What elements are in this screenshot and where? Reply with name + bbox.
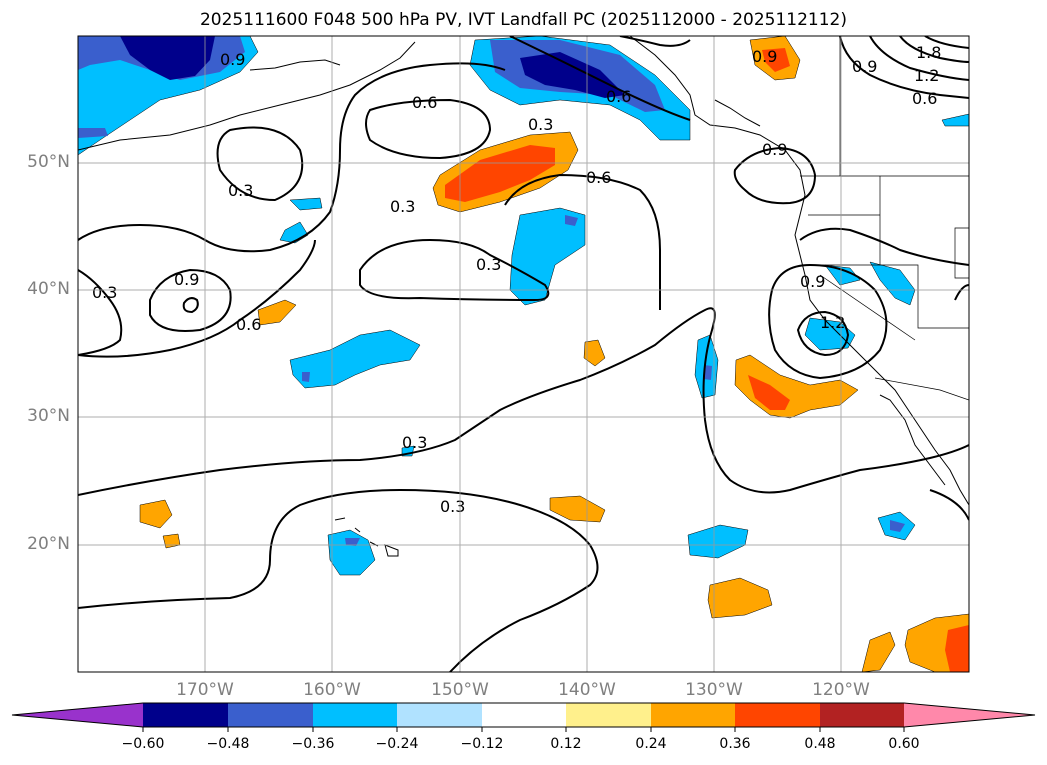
- lon-tick-label: 150°W: [431, 680, 489, 700]
- contour-label: 1.2: [820, 313, 845, 332]
- lon-tick-label: 120°W: [812, 680, 870, 700]
- contour-labels: 0.9 0.6 0.9 0.3 0.6 1.8 1.2 0.9 0.6 0.3 …: [174, 43, 941, 516]
- colorbar-label: 0.12: [550, 736, 582, 752]
- lat-tick-label: 50°N: [27, 152, 70, 172]
- lat-tick-label: 30°N: [27, 406, 70, 426]
- contour-label: 0.6: [412, 93, 437, 112]
- colorbar-label: −0.12: [460, 736, 504, 752]
- contour-label: 0.9: [852, 57, 877, 76]
- colorbar: [11, 702, 1036, 732]
- colorbar-label: −0.24: [375, 736, 419, 752]
- contour-label: 0.3: [402, 433, 427, 452]
- contour-label: 0.6: [912, 89, 937, 108]
- contour-label: 0.3: [440, 497, 465, 516]
- colorbar-extend-high: [904, 703, 1035, 727]
- contour-label: 0.3: [390, 197, 415, 216]
- contour-label: 0.9: [752, 47, 777, 66]
- contour-label: 0.9: [220, 50, 245, 69]
- positive-anomaly-shading: [139, 36, 969, 672]
- lon-tick-label: 160°W: [303, 680, 361, 700]
- colorbar-label: 0.48: [804, 736, 836, 752]
- colorbar-label: 0.36: [719, 736, 751, 752]
- contour-label: 0.3: [92, 283, 117, 302]
- contour-label: 0.6: [586, 168, 611, 187]
- contour-label: 0.6: [236, 315, 261, 334]
- lat-tick-label: 20°N: [27, 534, 70, 554]
- lat-tick-label: 40°N: [27, 279, 70, 299]
- lon-tick-label: 140°W: [558, 680, 616, 700]
- contour-label: 0.6: [606, 87, 631, 106]
- map-title: 2025111600 F048 500 hPa PV, IVT Landfall…: [199, 10, 847, 30]
- colorbar-label: 0.60: [888, 736, 920, 752]
- map-frame: [77, 35, 970, 673]
- political-borders: [800, 36, 969, 401]
- contour-label: 0.9: [800, 272, 825, 291]
- contour-label: 0.9: [174, 270, 199, 289]
- colorbar-label: −0.60: [121, 736, 165, 752]
- pv-contours: [78, 36, 969, 672]
- contour-label: 1.2: [914, 66, 939, 85]
- contour-label: 0.3: [228, 181, 253, 200]
- contour-label: 1.8: [916, 43, 941, 62]
- colorbar-label: −0.48: [206, 736, 250, 752]
- lon-tick-label: 170°W: [176, 680, 234, 700]
- negative-anomaly-shading: [78, 36, 969, 576]
- lon-tick-label: 130°W: [685, 680, 743, 700]
- contour-label: 0.9: [762, 140, 787, 159]
- contour-label: 0.3: [476, 255, 501, 274]
- colorbar-label: 0.24: [635, 736, 667, 752]
- contour-label: 0.3: [528, 115, 553, 134]
- gridlines: [78, 36, 969, 672]
- colorbar-label: −0.36: [291, 736, 335, 752]
- colorbar-extend-low: [12, 703, 143, 727]
